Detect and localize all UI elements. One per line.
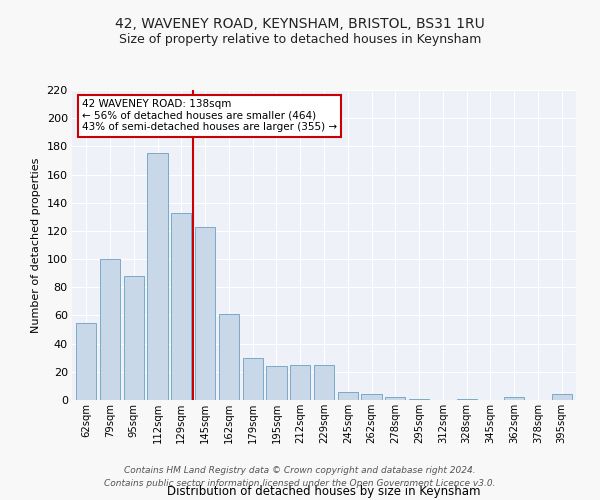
Bar — [124, 276, 144, 400]
Bar — [551, 394, 572, 400]
Text: Size of property relative to detached houses in Keynsham: Size of property relative to detached ho… — [119, 32, 481, 46]
Bar — [457, 398, 477, 400]
Text: 42 WAVENEY ROAD: 138sqm
← 56% of detached houses are smaller (464)
43% of semi-d: 42 WAVENEY ROAD: 138sqm ← 56% of detache… — [82, 100, 337, 132]
Bar — [314, 365, 334, 400]
Bar — [409, 398, 429, 400]
Bar — [195, 226, 215, 400]
Bar — [385, 397, 406, 400]
Bar — [148, 154, 167, 400]
Bar — [338, 392, 358, 400]
Bar — [100, 259, 120, 400]
Text: 42, WAVENEY ROAD, KEYNSHAM, BRISTOL, BS31 1RU: 42, WAVENEY ROAD, KEYNSHAM, BRISTOL, BS3… — [115, 18, 485, 32]
Y-axis label: Number of detached properties: Number of detached properties — [31, 158, 41, 332]
Bar — [290, 365, 310, 400]
Bar — [219, 314, 239, 400]
Bar — [242, 358, 263, 400]
Bar — [504, 397, 524, 400]
Bar — [266, 366, 287, 400]
Bar — [171, 212, 191, 400]
Bar — [361, 394, 382, 400]
X-axis label: Distribution of detached houses by size in Keynsham: Distribution of detached houses by size … — [167, 485, 481, 498]
Text: Contains HM Land Registry data © Crown copyright and database right 2024.
Contai: Contains HM Land Registry data © Crown c… — [104, 466, 496, 487]
Bar — [76, 322, 97, 400]
